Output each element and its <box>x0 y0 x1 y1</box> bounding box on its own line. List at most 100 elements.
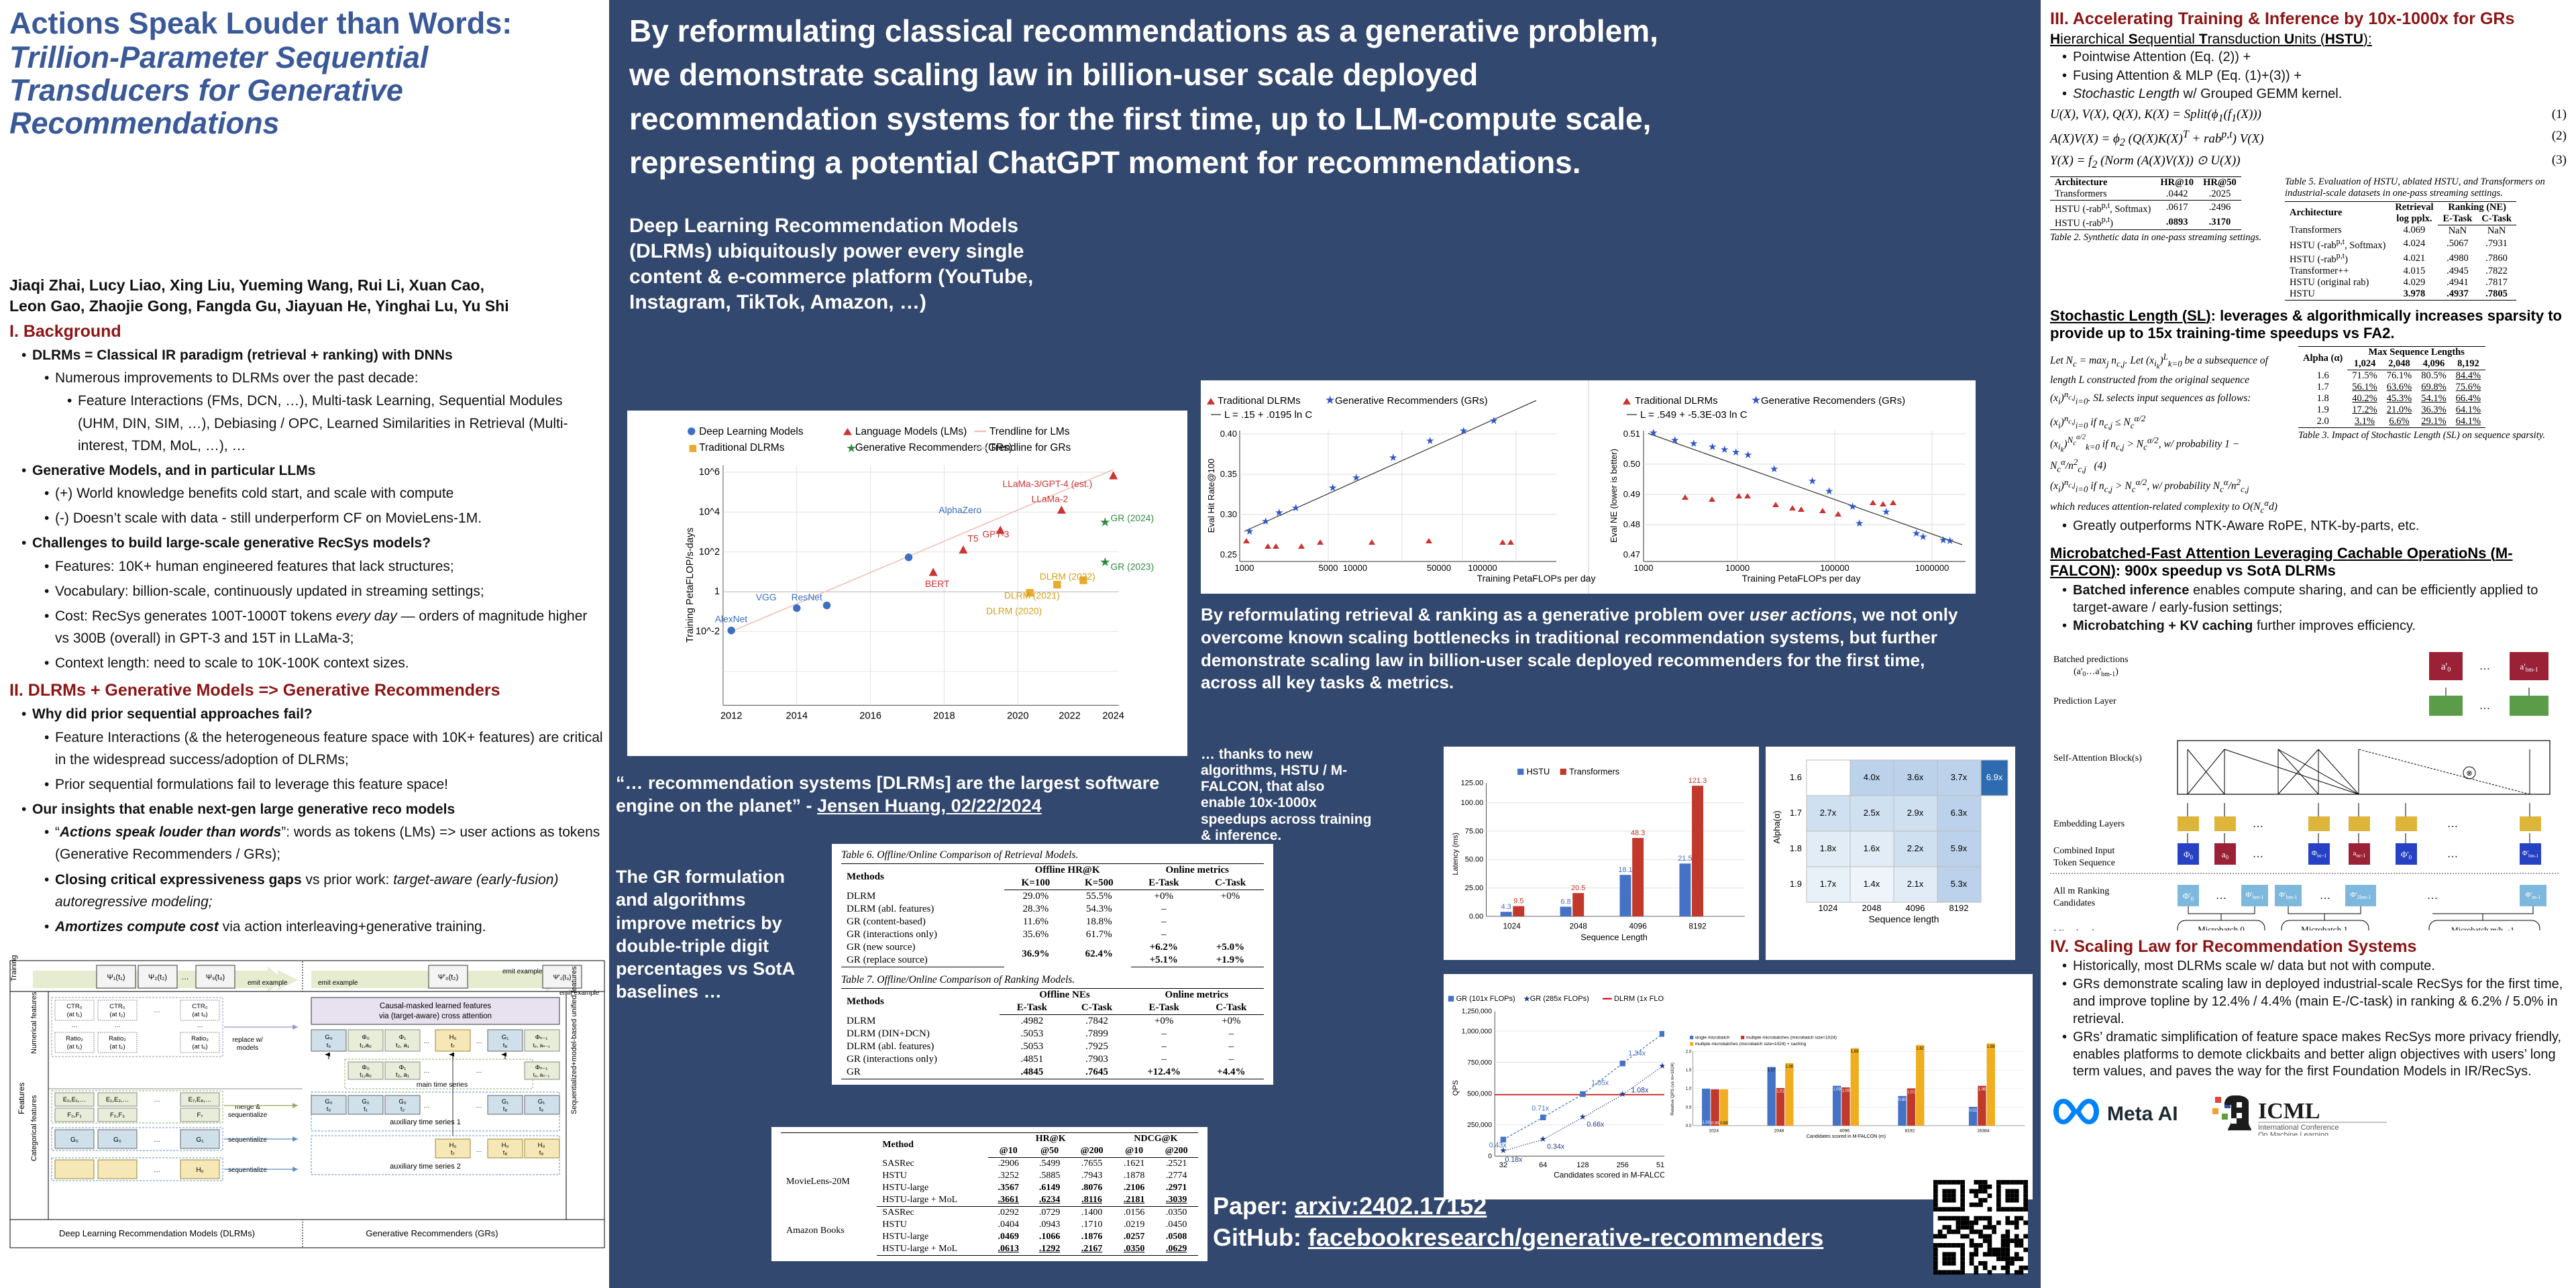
svg-text:LLaMa-2: LLaMa-2 <box>1032 494 1069 504</box>
svg-text:emit example: emit example <box>502 968 543 975</box>
svg-text:Microbatch 0: Microbatch 0 <box>2198 924 2245 930</box>
svg-text:5.3x: 5.3x <box>1951 879 1968 889</box>
svg-text:128: 128 <box>1576 1161 1589 1169</box>
svg-text:CTR₀: CTR₀ <box>109 1003 125 1010</box>
svg-text:Φ₁: Φ₁ <box>399 1034 407 1041</box>
svg-text:t₁,a₀: t₁,a₀ <box>360 1071 372 1079</box>
svg-text:1.7: 1.7 <box>1790 808 1802 818</box>
svg-text:★: ★ <box>1670 435 1679 446</box>
svg-text:H₀: H₀ <box>449 1034 457 1041</box>
svg-text:…: … <box>2320 890 2330 902</box>
svg-text:t₁,a₀: t₁,a₀ <box>360 1042 372 1049</box>
svg-text:…: … <box>2447 849 2458 860</box>
svg-text:★: ★ <box>1770 464 1778 475</box>
svg-text:t₉: t₉ <box>539 1106 544 1113</box>
svg-text:★: ★ <box>1743 449 1752 461</box>
svg-text:Ψ'₁(t₉): Ψ'₁(t₉) <box>553 974 571 981</box>
svg-text:1.8x: 1.8x <box>1820 843 1837 853</box>
svg-text:★: ★ <box>1882 506 1890 518</box>
svg-text:Microbatches: Microbatches <box>2053 928 2104 930</box>
svg-text:Training: Training <box>10 955 18 981</box>
svg-text:main time series: main time series <box>417 1081 468 1089</box>
svg-text:1000: 1000 <box>1634 563 1654 573</box>
svg-text:8192: 8192 <box>1949 903 1969 913</box>
svg-text:F₀,F₃: F₀,F₃ <box>110 1112 125 1119</box>
svg-text:H₀: H₀ <box>502 1142 509 1149</box>
svg-text:Φ₀: Φ₀ <box>362 1064 370 1071</box>
svg-text:1000: 1000 <box>1235 563 1254 573</box>
svg-text:G₀: G₀ <box>113 1136 121 1144</box>
svg-text:0.5: 0.5 <box>1686 1105 1692 1110</box>
svg-text:★: ★ <box>1619 1089 1626 1099</box>
svg-text:t₁: t₁ <box>364 1106 368 1113</box>
svg-text:★: ★ <box>1459 425 1468 437</box>
svg-text:25.00: 25.00 <box>1465 884 1484 892</box>
svg-text:0.30: 0.30 <box>1220 509 1237 519</box>
svg-text:★: ★ <box>1945 535 1954 547</box>
svg-text:G₀: G₀ <box>398 1098 406 1106</box>
svg-text:via (target-aware) cross atten: via (target-aware) cross attention <box>379 1012 492 1020</box>
svg-text:Φₙ₋₁: Φₙ₋₁ <box>535 1034 548 1040</box>
svg-text:2048: 2048 <box>1774 1128 1784 1133</box>
svg-text:2020: 2020 <box>1007 711 1029 722</box>
svg-text:auxiliary time series 2: auxiliary time series 2 <box>390 1163 461 1171</box>
svg-text:t₈: t₈ <box>503 1042 508 1049</box>
svg-text:Deep Learning Models: Deep Learning Models <box>699 426 804 437</box>
svg-text:1: 1 <box>714 586 720 597</box>
svg-text:GR (2024): GR (2024) <box>1111 513 1155 523</box>
svg-text:Microbatch 1: Microbatch 1 <box>2301 924 2348 930</box>
svg-text:0.43x: 0.43x <box>1489 1142 1507 1150</box>
svg-text:multiple microbatches (microba: multiple microbatches (microbatch size=1… <box>1695 1042 1807 1046</box>
svg-text:2024: 2024 <box>1102 711 1124 722</box>
svg-text:t₉, aₙ₋₁: t₉, aₙ₋₁ <box>533 1042 550 1049</box>
svg-text:1,250,000: 1,250,000 <box>1462 1008 1493 1016</box>
svg-text:★: ★ <box>1848 501 1857 513</box>
svg-text:sequentialize: sequentialize <box>228 1167 268 1174</box>
svg-text:1.00: 1.00 <box>1702 1121 1710 1125</box>
svg-text:⊗: ⊗ <box>2466 769 2472 777</box>
svg-text:Φ₀: Φ₀ <box>362 1034 370 1041</box>
svg-text:…: … <box>476 1067 482 1075</box>
svg-text:Sequence length: Sequence length <box>1868 914 1939 924</box>
svg-text:500,000: 500,000 <box>1467 1091 1492 1098</box>
svg-text:1.6: 1.6 <box>1790 772 1802 782</box>
svg-text:1.03: 1.03 <box>1842 1089 1850 1093</box>
svg-text:4.0x: 4.0x <box>1864 772 1880 782</box>
svg-text:Traditional DLRMs: Traditional DLRMs <box>1635 395 1718 407</box>
svg-text:L = .15 + .0195 ln C: L = .15 + .0195 ln C <box>1224 409 1312 421</box>
svg-text:G₁: G₁ <box>502 1098 509 1106</box>
svg-text:10000: 10000 <box>1343 563 1367 573</box>
svg-text:GR (285x FLOPs): GR (285x FLOPs) <box>1530 995 1589 1003</box>
svg-text:Latency (ms): Latency (ms) <box>1452 833 1460 875</box>
svg-text:1.17: 1.17 <box>1768 1069 1776 1073</box>
svg-text:★: ★ <box>1099 555 1111 569</box>
svg-text:1.6x: 1.6x <box>1864 843 1880 853</box>
svg-text:Language Models (LMs): Language Models (LMs) <box>855 426 967 437</box>
svg-text:1024: 1024 <box>1503 922 1521 931</box>
svg-text:t₀: t₀ <box>327 1106 331 1113</box>
svg-text:50000: 50000 <box>1427 563 1451 573</box>
svg-text:(at t₉): (at t₉) <box>192 1011 207 1018</box>
svg-text:(at t₂): (at t₂) <box>109 1043 125 1051</box>
svg-text:GR (101x FLOPs): GR (101x FLOPs) <box>1456 995 1515 1003</box>
svg-text:(at t₁): (at t₁) <box>67 1011 83 1018</box>
svg-text:1.36: 1.36 <box>1786 1065 1794 1069</box>
svg-text:1000000: 1000000 <box>1915 563 1949 573</box>
svg-text:…: … <box>154 1167 160 1174</box>
svg-text:Ψ₁(t₁): Ψ₁(t₁) <box>107 973 125 981</box>
svg-text:DLRM (2021): DLRM (2021) <box>1004 590 1060 601</box>
svg-text:Generative Recommenders (GRs): Generative Recommenders (GRs) <box>855 442 1012 453</box>
svg-text:VGG: VGG <box>756 592 777 602</box>
svg-text:F₀,F₁: F₀,F₁ <box>67 1112 81 1119</box>
svg-text:0.71x: 0.71x <box>1532 1105 1550 1113</box>
svg-text:Numerical features: Numerical features <box>30 991 38 1054</box>
svg-text:0: 0 <box>1488 1153 1492 1161</box>
svg-text:1,000,000: 1,000,000 <box>1462 1028 1493 1035</box>
svg-text:0.66x: 0.66x <box>1587 1120 1605 1128</box>
svg-text:0.35: 0.35 <box>1220 469 1237 479</box>
svg-text:…: … <box>476 1146 482 1154</box>
svg-text:★: ★ <box>1731 447 1740 458</box>
svg-text:10^6: 10^6 <box>699 467 720 478</box>
svg-text:…: … <box>197 1022 203 1029</box>
svg-text:0.50: 0.50 <box>1623 459 1640 469</box>
